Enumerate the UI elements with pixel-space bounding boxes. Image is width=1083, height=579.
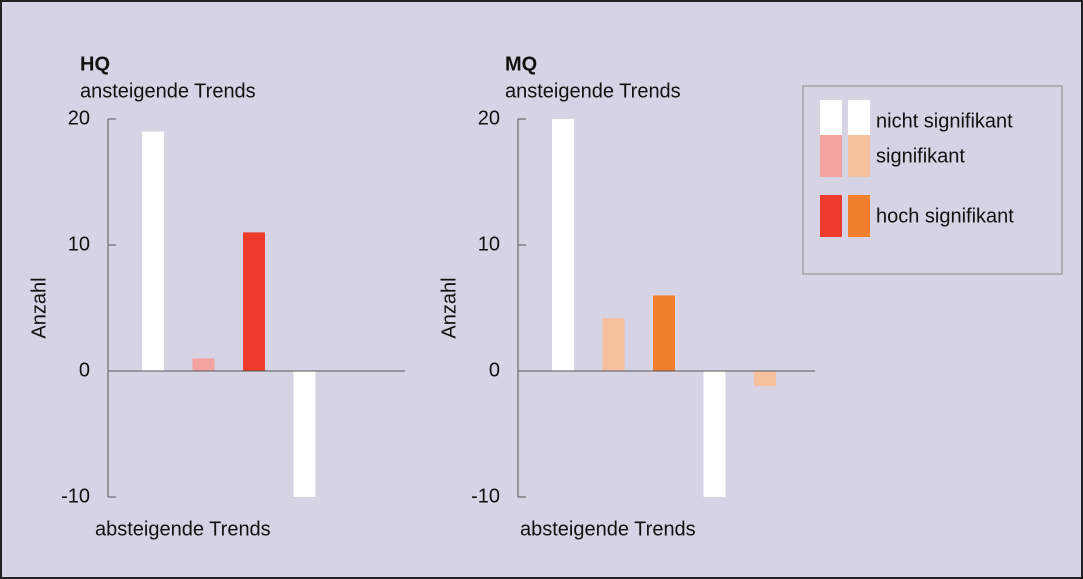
- legend-swatch: [820, 135, 842, 177]
- chart-title: MQ: [505, 53, 537, 75]
- bar: [142, 131, 164, 371]
- y-tick-label: 10: [68, 233, 90, 255]
- y-tick-label: 20: [478, 107, 500, 129]
- y-axis-label: Anzahl: [28, 277, 50, 338]
- legend-label: nicht signifikant: [876, 110, 1013, 132]
- bar: [602, 318, 625, 371]
- y-tick-label: -10: [471, 485, 500, 507]
- chart-subtitle: ansteigende Trends: [505, 80, 681, 102]
- legend-label: hoch signifikant: [876, 205, 1014, 227]
- legend-label: signifikant: [876, 145, 965, 167]
- legend-box: [802, 85, 1063, 275]
- bar: [192, 358, 215, 371]
- y-axis-label: Anzahl: [438, 277, 460, 338]
- legend-swatch: [820, 100, 842, 144]
- y-tick-label: 0: [489, 359, 500, 381]
- bar: [653, 295, 675, 371]
- bar: [293, 371, 316, 497]
- chart-subtitle: ansteigende Trends: [80, 80, 256, 102]
- legend-swatch: [848, 195, 870, 237]
- legend-swatch: [848, 100, 870, 144]
- y-tick-label: 10: [478, 233, 500, 255]
- bar: [243, 232, 265, 371]
- chart-title: HQ: [80, 53, 110, 75]
- bar: [703, 371, 726, 497]
- legend-swatch: [848, 135, 870, 177]
- bar: [754, 371, 776, 387]
- annotation: absteigende Trends: [520, 518, 696, 540]
- y-tick-label: 0: [79, 359, 90, 381]
- legend-swatch: [820, 195, 842, 237]
- bar: [552, 119, 574, 371]
- y-tick-label: 20: [68, 107, 90, 129]
- annotation: absteigende Trends: [95, 518, 271, 540]
- y-tick-label: -10: [61, 485, 90, 507]
